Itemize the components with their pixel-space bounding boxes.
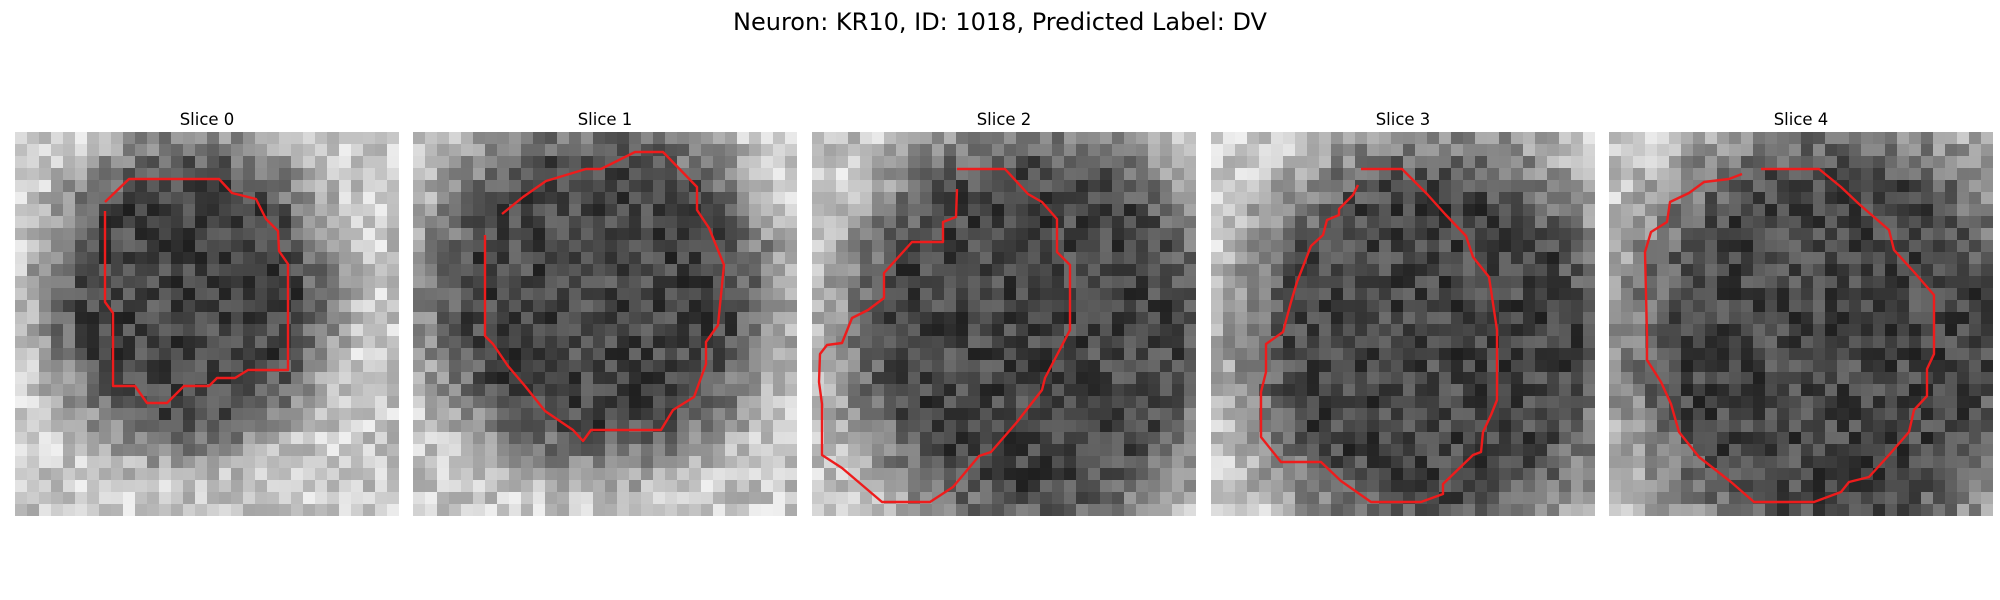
slice-image-4 (1609, 132, 1993, 516)
roi-contour-3 (1259, 167, 1499, 504)
slice-panel-4: Slice 4 (1609, 108, 1993, 516)
slice-title-3: Slice 3 (1375, 110, 1431, 129)
slice-panel-1: Slice 1 (413, 108, 797, 516)
slice-image-2 (812, 132, 1196, 516)
roi-contour-0 (103, 177, 290, 405)
slice-title-0: Slice 0 (179, 110, 235, 129)
slice-panel-3: Slice 3 (1211, 108, 1595, 516)
slice-title-1: Slice 1 (577, 110, 633, 129)
slice-panel-2: Slice 2 (812, 108, 1196, 516)
slice-image-1 (413, 132, 797, 516)
slice-title-4: Slice 4 (1773, 110, 1829, 129)
slice-panel-0: Slice 0 (15, 108, 399, 516)
roi-contour-4 (1643, 167, 1936, 504)
slice-title-2: Slice 2 (976, 110, 1032, 129)
slice-image-3 (1211, 132, 1595, 516)
roi-contour-2 (817, 167, 1072, 504)
slice-image-0 (15, 132, 399, 516)
roi-contour-1 (483, 150, 726, 443)
figure-title: Neuron: KR10, ID: 1018, Predicted Label:… (733, 8, 1267, 36)
